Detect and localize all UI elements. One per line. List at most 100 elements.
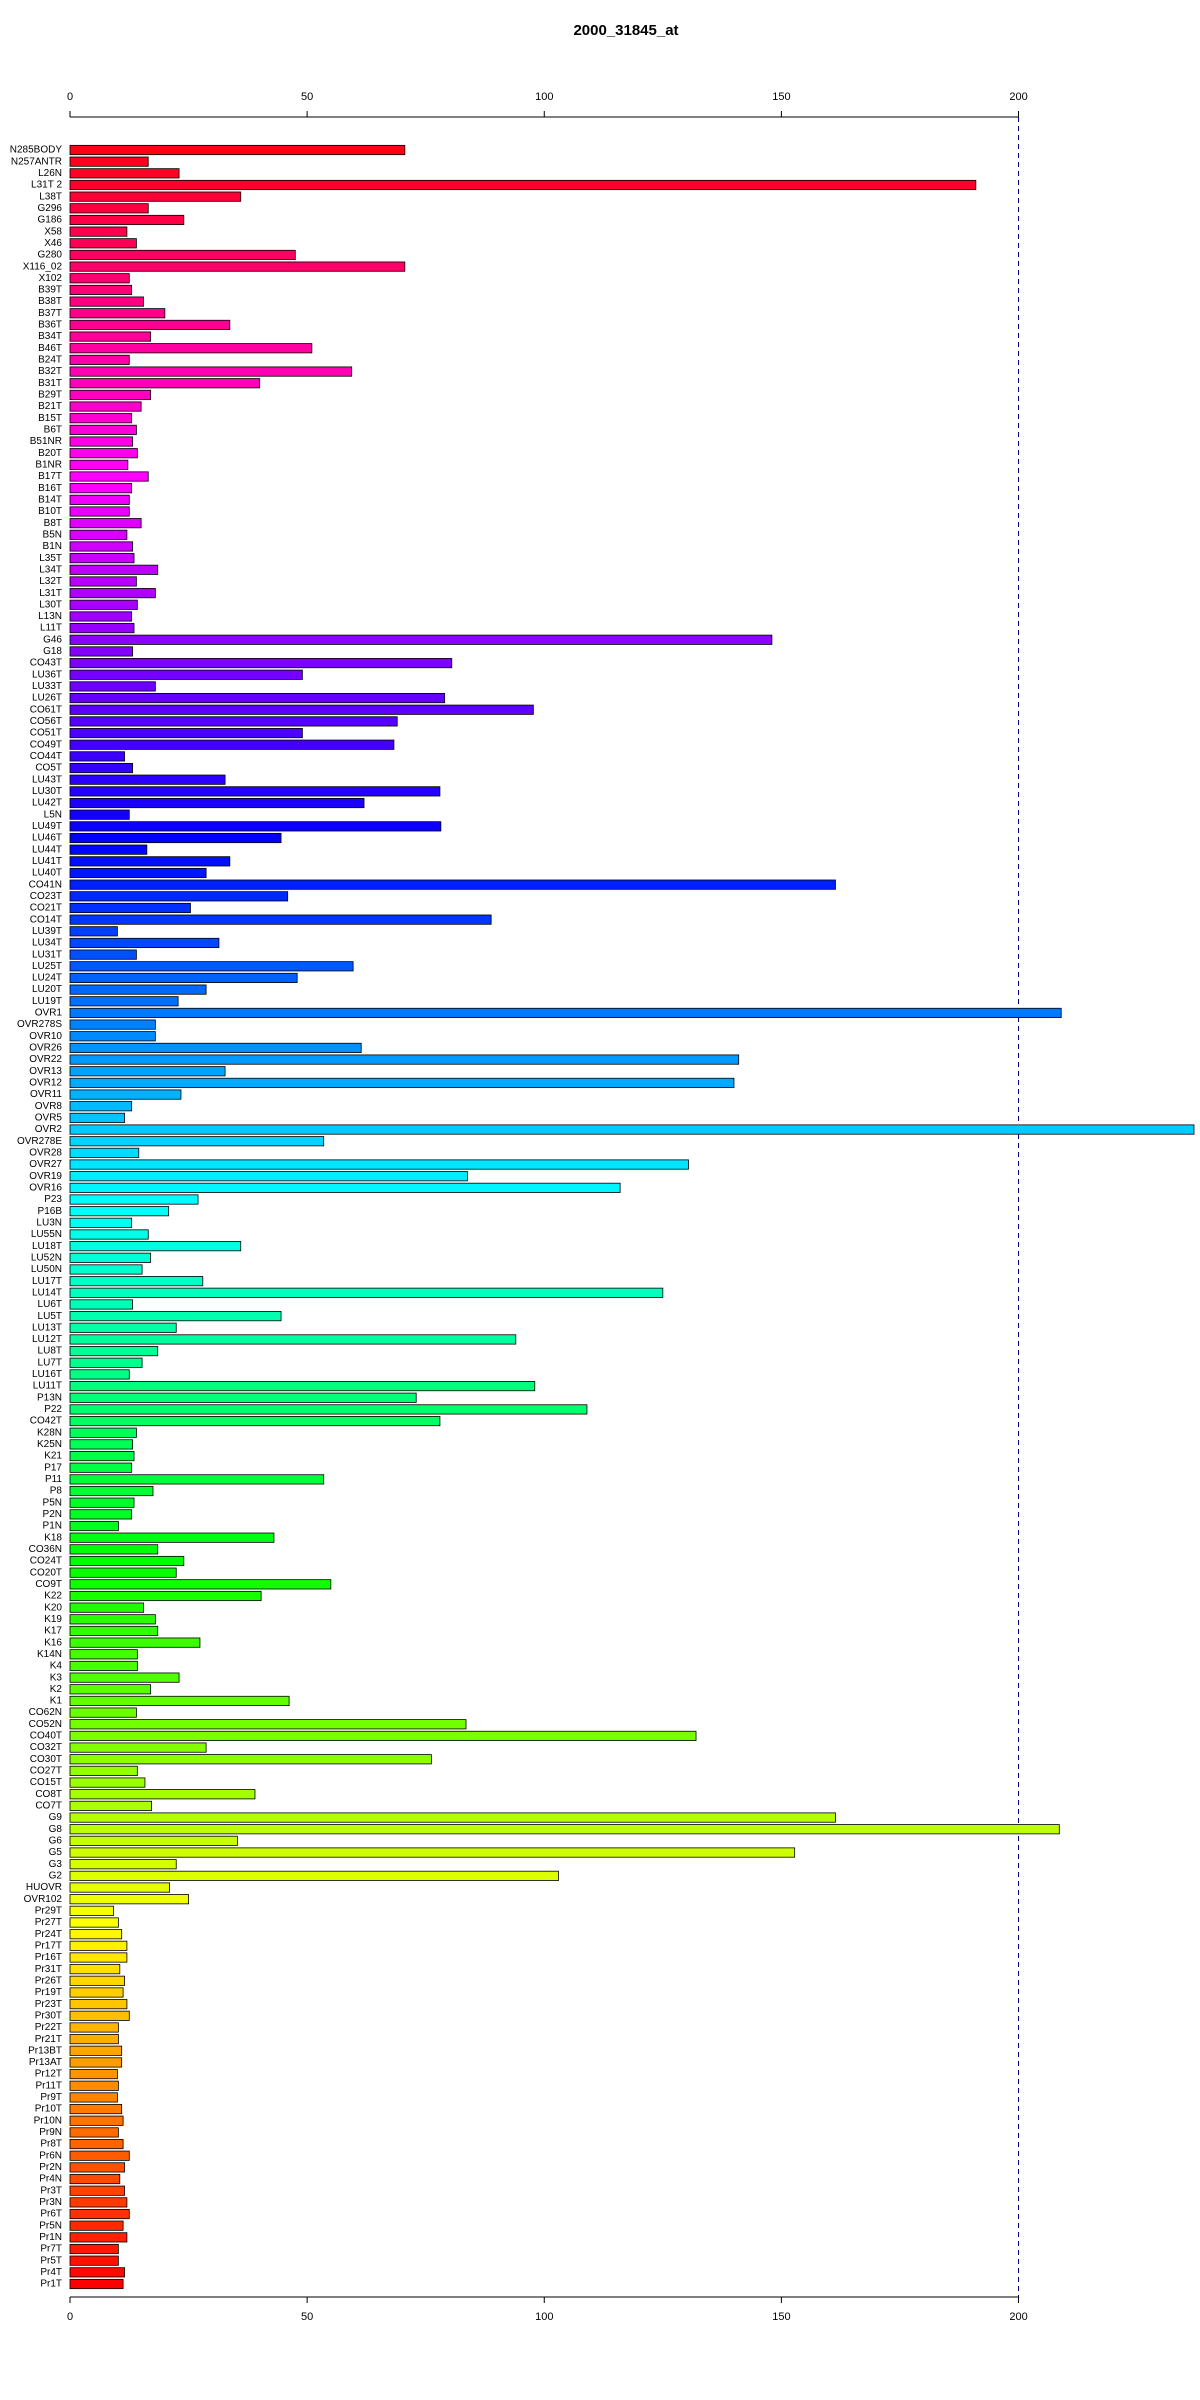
- y-tick-label: Pr11T: [36, 2080, 63, 2091]
- bar: [69, 226, 128, 237]
- bar: [69, 1742, 207, 1753]
- y-tick-label: OVR8: [35, 1101, 63, 1112]
- x-tick-label: 150: [772, 2311, 790, 2323]
- y-tick-label: G9: [49, 1812, 63, 1823]
- bar: [69, 1381, 536, 1392]
- bar: [69, 308, 166, 319]
- y-tick-label: LU39T: [32, 926, 62, 937]
- bar: [69, 1112, 125, 1123]
- y-tick-label: LU16T: [32, 1369, 62, 1380]
- y-tick-label: Pr3N: [39, 2197, 62, 2208]
- bar: [69, 1450, 135, 1462]
- y-tick-label: G280: [38, 250, 63, 261]
- y-tick-label: B39T: [38, 285, 62, 296]
- bar: [69, 914, 492, 925]
- y-tick-label: LU11T: [33, 1381, 62, 1392]
- bar: [69, 972, 298, 984]
- bar: [69, 1824, 1060, 1835]
- bar: [69, 1276, 204, 1287]
- y-tick-label: CO5T: [35, 763, 62, 774]
- bar: [69, 506, 130, 517]
- y-tick-label: OVR278E: [17, 1136, 62, 1147]
- y-tick-label: OVR2: [35, 1124, 63, 1135]
- y-tick-label: B24T: [38, 355, 62, 366]
- bar: [69, 1497, 135, 1508]
- y-tick-label: Pr30T: [35, 2010, 62, 2021]
- y-tick-label: LU42T: [32, 798, 62, 809]
- y-tick-label: K20: [44, 1602, 62, 1613]
- bar: [69, 2092, 118, 2103]
- bar: [69, 1765, 138, 1776]
- bar: [69, 2104, 123, 2115]
- bar: [69, 459, 129, 470]
- bar: [69, 564, 159, 575]
- y-tick-label: Pr19T: [35, 1987, 62, 1998]
- y-tick-label: L26N: [38, 168, 62, 179]
- bar: [69, 1439, 134, 1450]
- y-tick-label: OVR22: [29, 1054, 62, 1065]
- y-tick-label: OVR5: [35, 1113, 63, 1124]
- bar: [69, 1147, 140, 1158]
- bar: [69, 658, 453, 669]
- y-tick-label: K17: [44, 1626, 62, 1637]
- bar: [69, 1555, 185, 1567]
- bar: [69, 1089, 182, 1100]
- bar: [69, 1369, 130, 1380]
- bar: [69, 1590, 262, 1602]
- y-tick-label: CO62N: [29, 1707, 62, 1718]
- y-tick-label: OVR10: [29, 1031, 62, 1042]
- y-tick-label: X116_02: [23, 261, 63, 272]
- y-tick-label: L34T: [39, 564, 62, 575]
- y-tick-label: OVR26: [29, 1043, 62, 1054]
- bar: [69, 1485, 154, 1497]
- bar: [69, 844, 148, 855]
- bar: [69, 611, 133, 622]
- bar: [69, 179, 977, 191]
- bar: [69, 1999, 128, 2010]
- bar: [69, 1182, 621, 1193]
- y-tick-label: B6T: [44, 425, 62, 436]
- bar: [69, 2255, 119, 2266]
- bar: [69, 413, 133, 424]
- bar: [69, 1975, 125, 1986]
- y-tick-label: Pr4T: [40, 2267, 62, 2278]
- bar: [69, 809, 130, 820]
- bar: [69, 821, 442, 832]
- bar: [69, 1987, 124, 1998]
- bar: [69, 1159, 689, 1170]
- bar: [69, 1042, 362, 1053]
- y-tick-label: L5N: [44, 809, 62, 820]
- bar: [69, 704, 534, 715]
- bar: [69, 751, 125, 762]
- bar: [69, 553, 135, 564]
- bar: [69, 926, 118, 937]
- y-tick-label: CO15T: [30, 1777, 62, 1788]
- y-tick-label: Pr31T: [35, 1964, 62, 1975]
- bar: [69, 2080, 119, 2091]
- y-tick-label: OVR102: [24, 1894, 63, 1905]
- y-tick-label: K18: [44, 1532, 62, 1543]
- bar: [69, 249, 296, 261]
- y-tick-label: K25N: [37, 1439, 62, 1450]
- bar: [69, 1520, 119, 1532]
- y-tick-label: G8: [49, 1824, 63, 1835]
- y-tick-label: G6: [49, 1836, 63, 1847]
- bar: [69, 1812, 836, 1823]
- y-tick-label: L38T: [39, 191, 62, 202]
- bar: [69, 867, 207, 879]
- y-tick-label: Pr1N: [39, 2232, 62, 2243]
- y-tick-label: LU14T: [32, 1287, 62, 1298]
- y-tick-label: B37T: [38, 308, 62, 319]
- bar: [69, 1532, 275, 1543]
- y-tick-label: CO40T: [30, 1731, 62, 1742]
- bar: [69, 1136, 325, 1147]
- y-tick-label: P11: [45, 1474, 62, 1485]
- y-tick-label: LU6T: [38, 1299, 62, 1310]
- bar: [69, 576, 137, 587]
- y-tick-label: OVR28: [29, 1148, 62, 1159]
- bar: [69, 1789, 256, 1800]
- bar: [69, 2197, 128, 2208]
- bar: [69, 518, 142, 529]
- y-tick-label: CO30T: [30, 1754, 62, 1765]
- y-tick-label: Pr5N: [39, 2220, 62, 2231]
